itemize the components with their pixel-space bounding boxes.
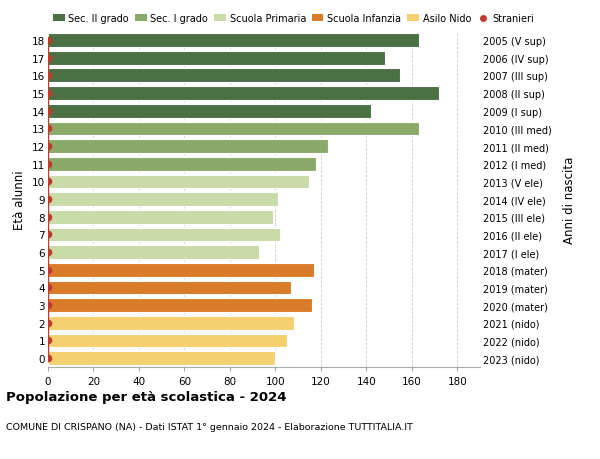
Bar: [48, 69, 400, 83]
Bar: [48, 263, 314, 277]
Bar: [48, 299, 312, 313]
Bar: [48, 87, 439, 101]
Bar: [48, 210, 273, 224]
Text: COMUNE DI CRISPANO (NA) - Dati ISTAT 1° gennaio 2024 - Elaborazione TUTTITALIA.I: COMUNE DI CRISPANO (NA) - Dati ISTAT 1° …: [6, 422, 413, 431]
Text: Popolazione per età scolastica - 2024: Popolazione per età scolastica - 2024: [6, 390, 287, 403]
Bar: [48, 193, 278, 207]
Bar: [48, 34, 419, 48]
Bar: [48, 281, 291, 295]
Bar: [48, 228, 280, 242]
Y-axis label: Anni di nascita: Anni di nascita: [563, 156, 575, 243]
Bar: [48, 105, 371, 118]
Bar: [48, 316, 293, 330]
Bar: [48, 122, 419, 136]
Bar: [48, 175, 310, 189]
Bar: [48, 334, 287, 347]
Bar: [48, 140, 328, 154]
Y-axis label: Età alunni: Età alunni: [13, 170, 26, 230]
Bar: [48, 52, 385, 66]
Legend: Sec. II grado, Sec. I grado, Scuola Primaria, Scuola Infanzia, Asilo Nido, Stran: Sec. II grado, Sec. I grado, Scuola Prim…: [53, 14, 534, 24]
Bar: [48, 352, 275, 365]
Bar: [48, 157, 316, 171]
Bar: [48, 246, 259, 259]
